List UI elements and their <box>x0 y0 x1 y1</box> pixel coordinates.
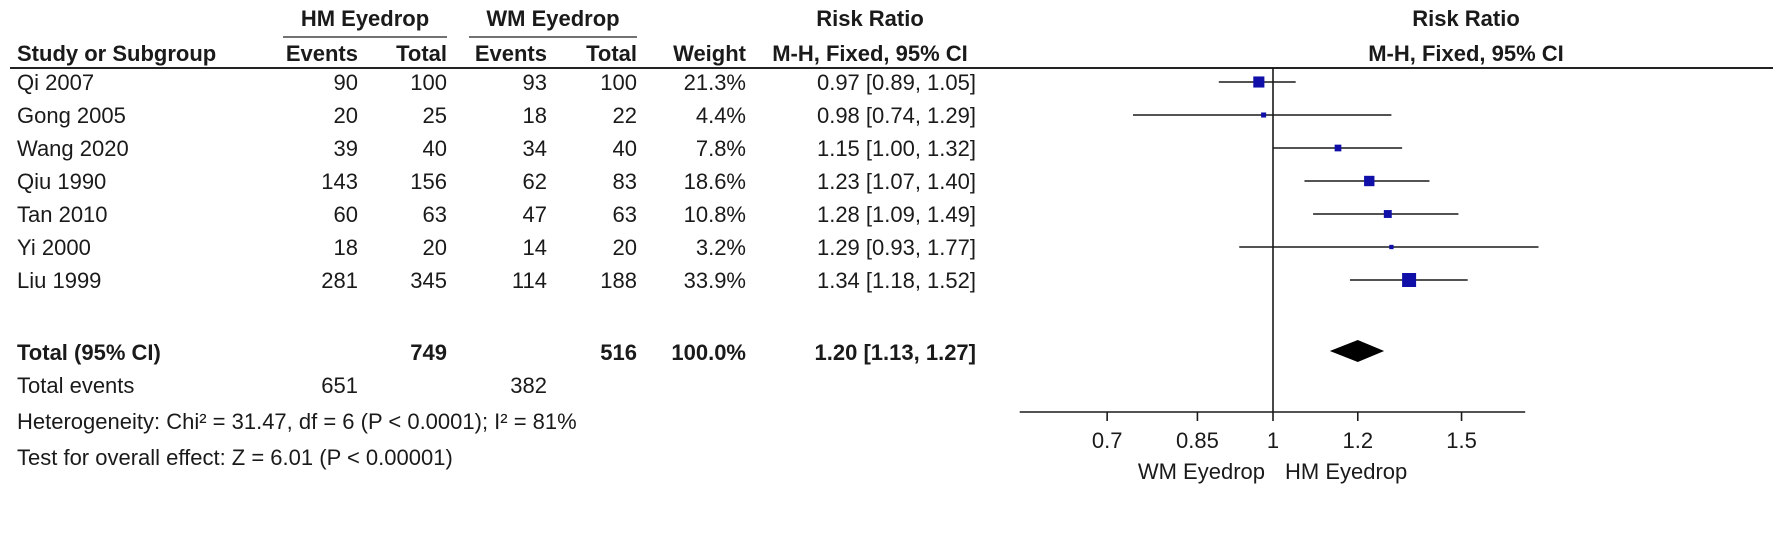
wm-total-liu-1999: 188 <box>600 268 637 293</box>
total-ci-text: 1.20 [1.13, 1.27] <box>815 340 976 365</box>
point-qiu-1990 <box>1364 175 1375 187</box>
study-name-gong-2005: Gong 2005 <box>17 103 126 128</box>
weight-tan-2010: 10.8% <box>684 202 746 227</box>
ci-text-liu-1999: 1.34 [1.18, 1.52] <box>817 268 976 293</box>
weight-yi-2000: 3.2% <box>696 235 746 260</box>
total-weight: 100.0% <box>671 340 746 365</box>
wm-total-header: Total <box>586 41 637 66</box>
study-name-qi-2007: Qi 2007 <box>17 70 94 95</box>
point-tan-2010 <box>1383 210 1392 218</box>
wm-total-wang-2020: 40 <box>613 136 637 161</box>
wm-events-liu-1999: 114 <box>512 268 547 293</box>
point-gong-2005 <box>1261 112 1267 118</box>
total-wm-total: 516 <box>600 340 637 365</box>
weight-wang-2020: 7.8% <box>696 136 746 161</box>
hm-events-header: Events <box>286 41 358 66</box>
hm-total-gong-2005: 25 <box>423 103 447 128</box>
total-events-hm: 651 <box>321 373 358 398</box>
wm-events-gong-2005: 18 <box>523 103 547 128</box>
study-name-qiu-1990: Qiu 1990 <box>17 169 106 194</box>
wm-events-header: Events <box>475 41 547 66</box>
total-events-label: Total events <box>17 373 134 398</box>
ci-text-qi-2007: 0.97 [0.89, 1.05] <box>817 70 976 95</box>
hm-events-tan-2010: 60 <box>334 202 358 227</box>
hm-total-tan-2010: 63 <box>423 202 447 227</box>
heterogeneity-text: Heterogeneity: Chi² = 31.47, df = 6 (P <… <box>17 409 577 434</box>
pooled-diamond <box>1329 340 1385 362</box>
method-header: M-H, Fixed, 95% CI <box>772 41 968 66</box>
total-hm-total: 749 <box>410 340 447 365</box>
x-tick-label-0.85: 0.85 <box>1176 428 1219 453</box>
point-liu-1999 <box>1402 273 1417 287</box>
hm-total-qi-2007: 100 <box>410 70 447 95</box>
hm-events-qiu-1990: 143 <box>321 169 358 194</box>
hm-events-liu-1999: 281 <box>321 268 358 293</box>
ci-text-yi-2000: 1.29 [0.93, 1.77] <box>817 235 976 260</box>
x-tick-label-1.5: 1.5 <box>1446 428 1477 453</box>
hm-total-wang-2020: 40 <box>423 136 447 161</box>
hm-events-yi-2000: 18 <box>334 235 358 260</box>
hm-total-yi-2000: 20 <box>423 235 447 260</box>
wm-events-yi-2000: 14 <box>523 235 547 260</box>
ci-text-tan-2010: 1.28 [1.09, 1.49] <box>817 202 976 227</box>
hm-total-liu-1999: 345 <box>410 268 447 293</box>
plot-method-header: M-H, Fixed, 95% CI <box>1368 41 1564 66</box>
total-events-wm: 382 <box>510 373 547 398</box>
weight-liu-1999: 33.9% <box>684 268 746 293</box>
point-wang-2020 <box>1334 144 1342 152</box>
wm-total-tan-2010: 63 <box>613 202 637 227</box>
wm-events-tan-2010: 47 <box>523 202 547 227</box>
study-header: Study or Subgroup <box>17 41 216 66</box>
wm-total-qi-2007: 100 <box>600 70 637 95</box>
ci-text-qiu-1990: 1.23 [1.07, 1.40] <box>817 169 976 194</box>
weight-qiu-1990: 18.6% <box>684 169 746 194</box>
point-yi-2000 <box>1389 244 1394 250</box>
hm-total-header: Total <box>396 41 447 66</box>
wm-events-qiu-1990: 62 <box>523 169 547 194</box>
weight-gong-2005: 4.4% <box>696 103 746 128</box>
hm-group-header: HM Eyedrop <box>301 6 429 31</box>
ci-text-wang-2020: 1.15 [1.00, 1.32] <box>817 136 976 161</box>
hm-events-qi-2007: 90 <box>334 70 358 95</box>
weight-header: Weight <box>673 41 747 66</box>
wm-total-qiu-1990: 83 <box>613 169 637 194</box>
x-tick-label-1.2: 1.2 <box>1342 428 1373 453</box>
wm-total-yi-2000: 20 <box>613 235 637 260</box>
wm-group-header: WM Eyedrop <box>486 6 619 31</box>
point-qi-2007 <box>1253 76 1265 88</box>
hm-events-gong-2005: 20 <box>334 103 358 128</box>
wm-total-gong-2005: 22 <box>613 103 637 128</box>
x-tick-label-0.7: 0.7 <box>1092 428 1123 453</box>
favours-left-label: WM Eyedrop <box>1138 459 1265 484</box>
plot-title: Risk Ratio <box>1412 6 1520 31</box>
effect-header: Risk Ratio <box>816 6 924 31</box>
study-name-tan-2010: Tan 2010 <box>17 202 108 227</box>
study-name-wang-2020: Wang 2020 <box>17 136 129 161</box>
wm-events-wang-2020: 34 <box>523 136 547 161</box>
study-name-yi-2000: Yi 2000 <box>17 235 91 260</box>
wm-events-qi-2007: 93 <box>523 70 547 95</box>
hm-events-wang-2020: 39 <box>334 136 358 161</box>
study-name-liu-1999: Liu 1999 <box>17 268 101 293</box>
x-tick-label-1: 1 <box>1267 428 1279 453</box>
ci-text-gong-2005: 0.98 [0.74, 1.29] <box>817 103 976 128</box>
hm-total-qiu-1990: 156 <box>410 169 447 194</box>
overall-effect-text: Test for overall effect: Z = 6.01 (P < 0… <box>17 445 453 470</box>
weight-qi-2007: 21.3% <box>684 70 746 95</box>
total-label: Total (95% CI) <box>17 340 161 365</box>
favours-right-label: HM Eyedrop <box>1285 459 1407 484</box>
